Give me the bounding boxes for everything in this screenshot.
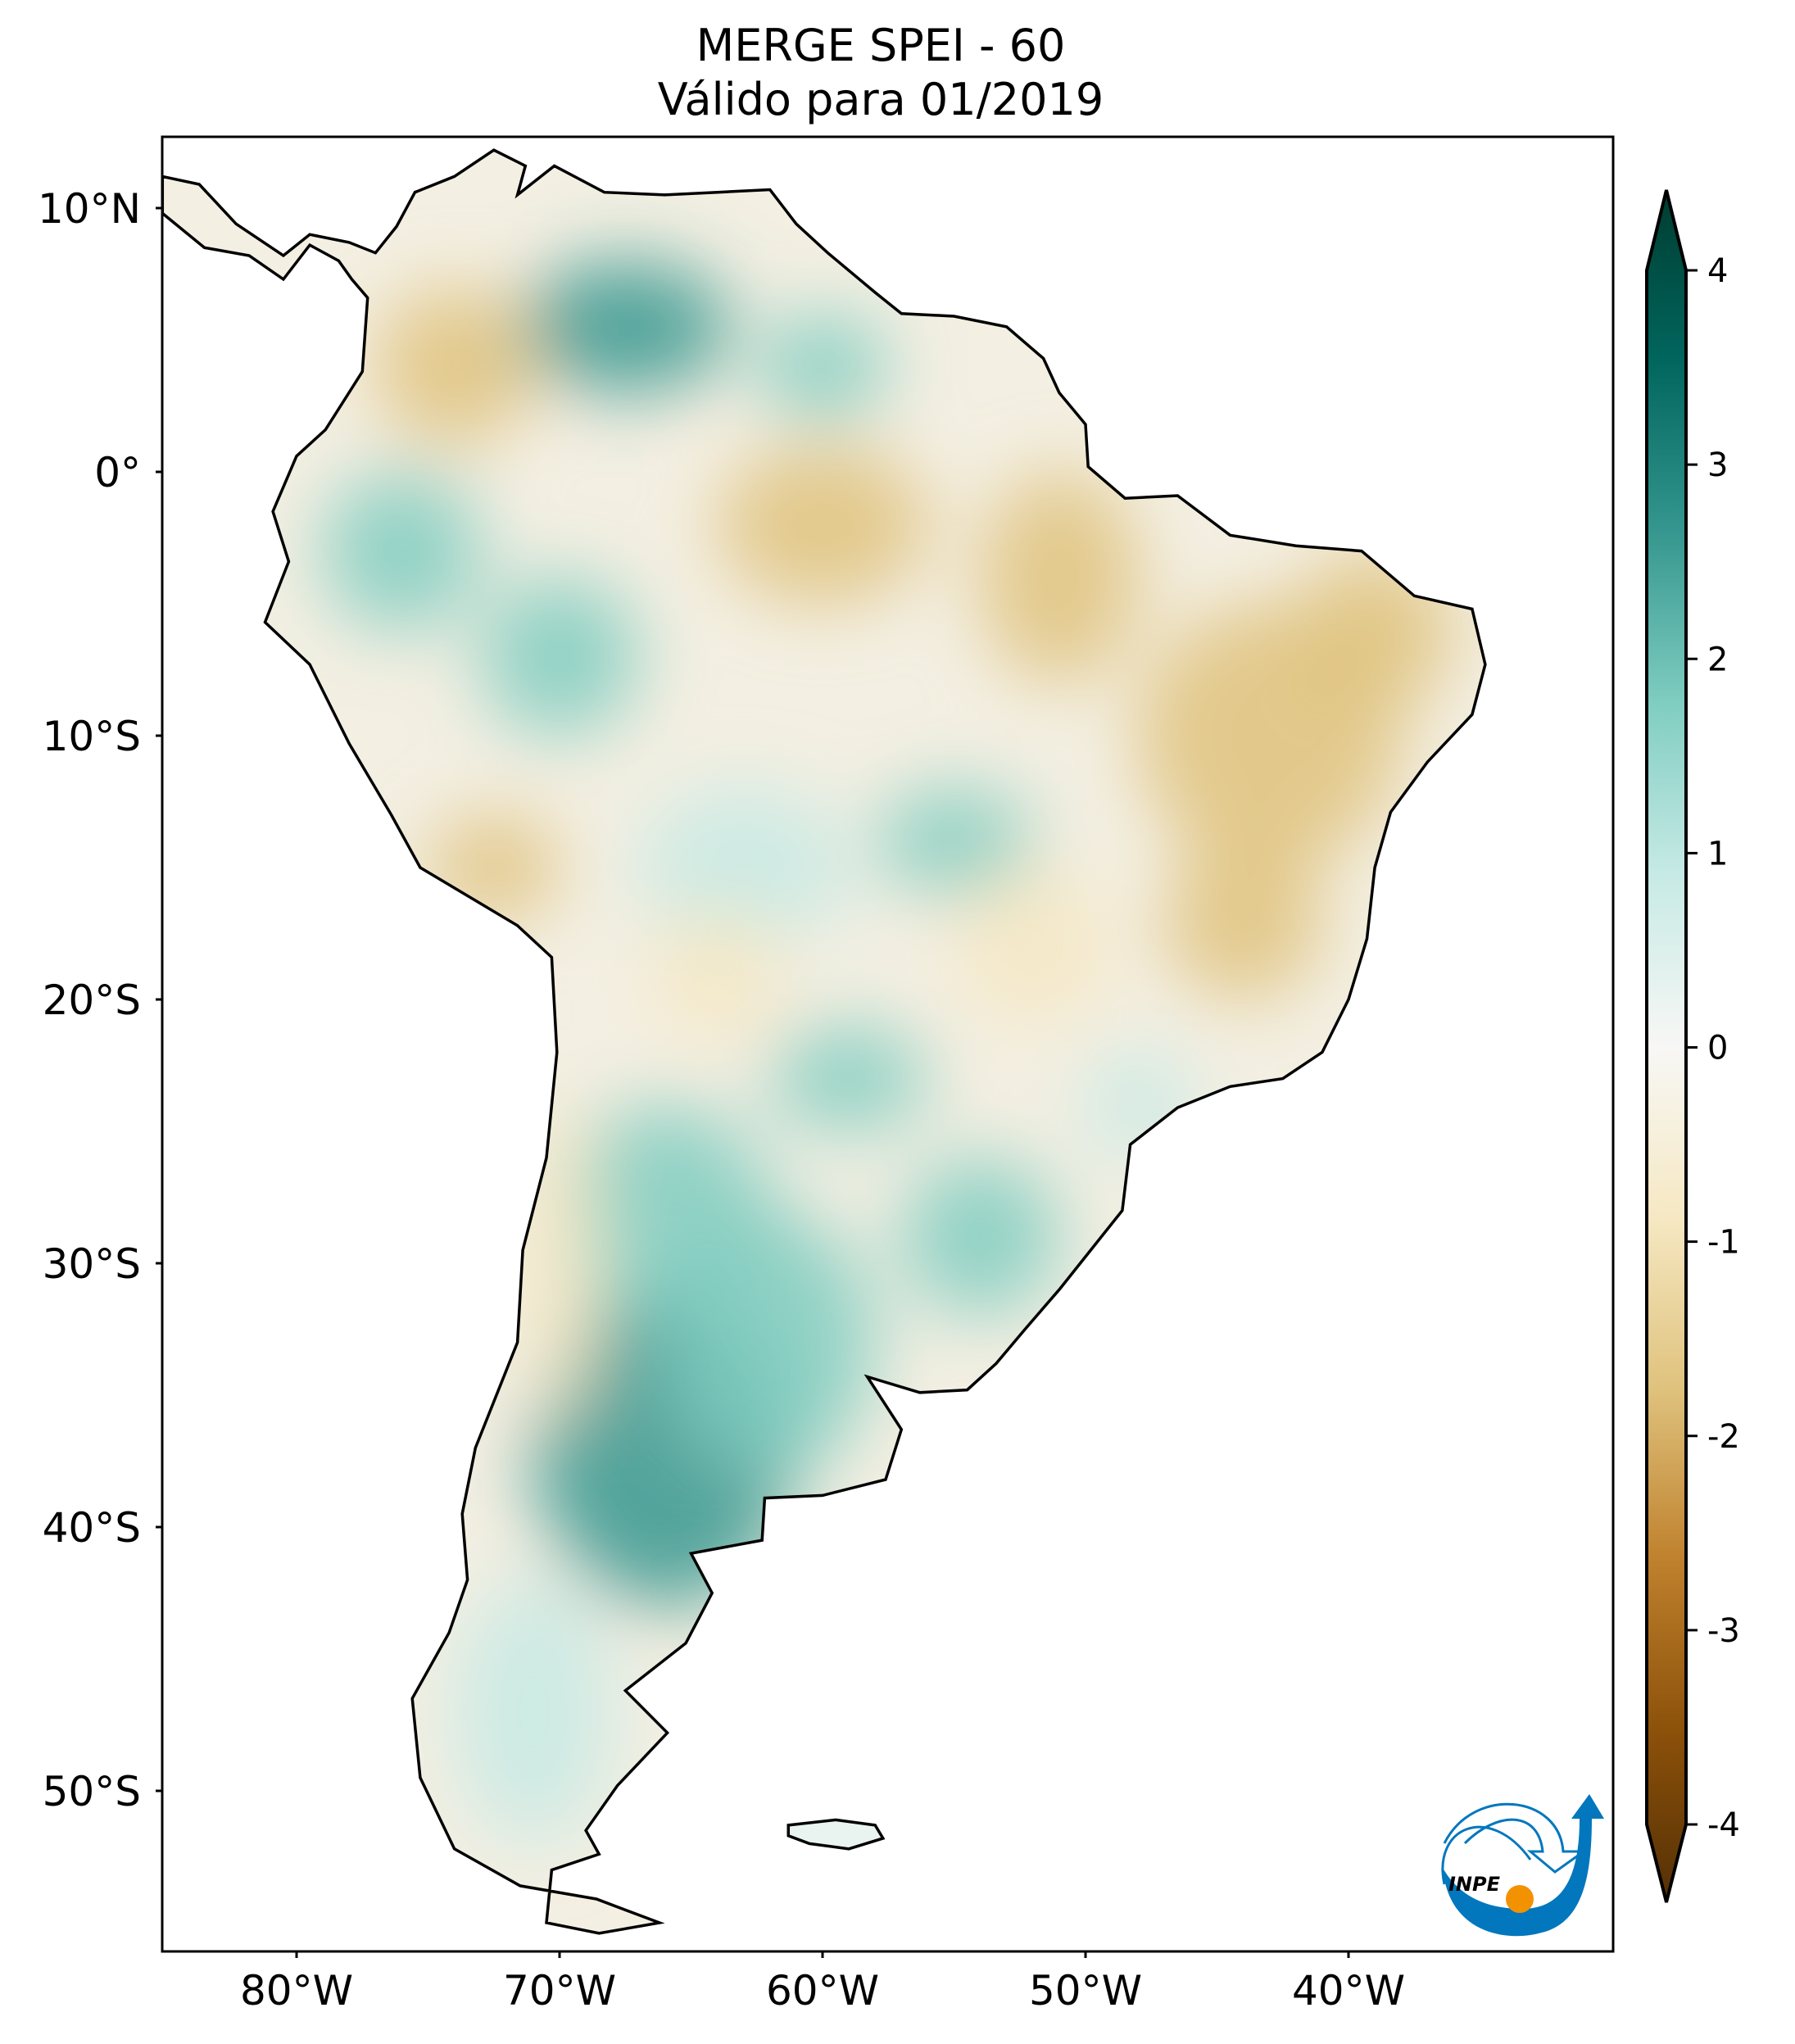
lat-tick-label: 40°S: [43, 1504, 141, 1552]
spei-anomaly-region: [454, 1579, 613, 1844]
spei-anomaly-region: [769, 1026, 928, 1131]
lon-tick-label: 50°W: [1029, 1967, 1142, 2015]
lon-tick-label: 60°W: [766, 1967, 879, 2015]
colorbar-tick-label: 2: [1707, 641, 1728, 678]
spei-anomaly-region: [323, 472, 481, 631]
spei-anomaly-region: [480, 577, 639, 736]
lat-tick-label: 0°: [94, 449, 141, 496]
lon-tick-label: 70°W: [503, 1967, 616, 2015]
map-area: [161, 135, 1615, 1953]
spei-anomaly-region: [1164, 841, 1322, 999]
coastline: [161, 148, 1487, 1935]
map-frame: [161, 135, 1615, 1953]
spei-anomaly-region: [717, 445, 928, 605]
colorbar-tick-label: -4: [1707, 1806, 1740, 1844]
spei-anomaly-region: [875, 788, 1033, 895]
spei-anomaly-region: [901, 1158, 1059, 1317]
logo-swirl-icon: [1441, 1825, 1532, 1885]
spei-anomaly-region: [980, 472, 1139, 683]
lat-tick-label: 10°S: [43, 713, 141, 760]
colorbar-tick-label: 3: [1707, 446, 1728, 484]
lon-tick-label: 80°W: [240, 1967, 353, 2015]
lat-tick-label: 10°N: [38, 185, 141, 233]
lat-tick-label: 30°S: [43, 1240, 141, 1288]
latitude-axis: 10°N 0° 10°S 20°S 30°S 40°S 50°S: [38, 185, 162, 1815]
colorbar-tick-label: 1: [1707, 835, 1728, 872]
colorbar-tick-label: 0: [1707, 1030, 1728, 1067]
spei-anomaly-region: [954, 868, 1113, 1027]
title-line-1: MERGE SPEI - 60: [696, 20, 1066, 71]
spei-anomaly-region: [664, 1210, 876, 1475]
lon-tick-label: 40°W: [1292, 1967, 1405, 2015]
spei-anomaly-region: [756, 313, 889, 419]
lat-tick-label: 50°S: [43, 1768, 141, 1815]
colorbar-tick-label: -1: [1707, 1224, 1740, 1262]
colorbar-tick-label: -2: [1707, 1418, 1740, 1456]
logo-orange-dot: [1506, 1885, 1534, 1913]
logo-text: INPE: [1448, 1873, 1501, 1896]
inpe-logo: INPE: [1441, 1794, 1604, 1937]
colorbar-tick-label: -3: [1707, 1612, 1740, 1650]
spei-anomaly-region: [651, 907, 783, 1040]
spei-anomaly-region: [638, 788, 850, 947]
colorbar: 4 3 2 1 0 -1 -2 -3 -4: [1645, 189, 1740, 1903]
colorbar-tick-label: 4: [1707, 252, 1728, 290]
lat-tick-label: 20°S: [43, 977, 141, 1024]
spei-anomaly-region: [375, 287, 533, 446]
falkland-islands: [786, 1818, 886, 1851]
title-line-2: Válido para 01/2019: [658, 74, 1104, 125]
spei-anomaly-region: [519, 261, 731, 393]
longitude-axis: 80°W 70°W 60°W 50°W 40°W: [240, 1951, 1405, 2015]
